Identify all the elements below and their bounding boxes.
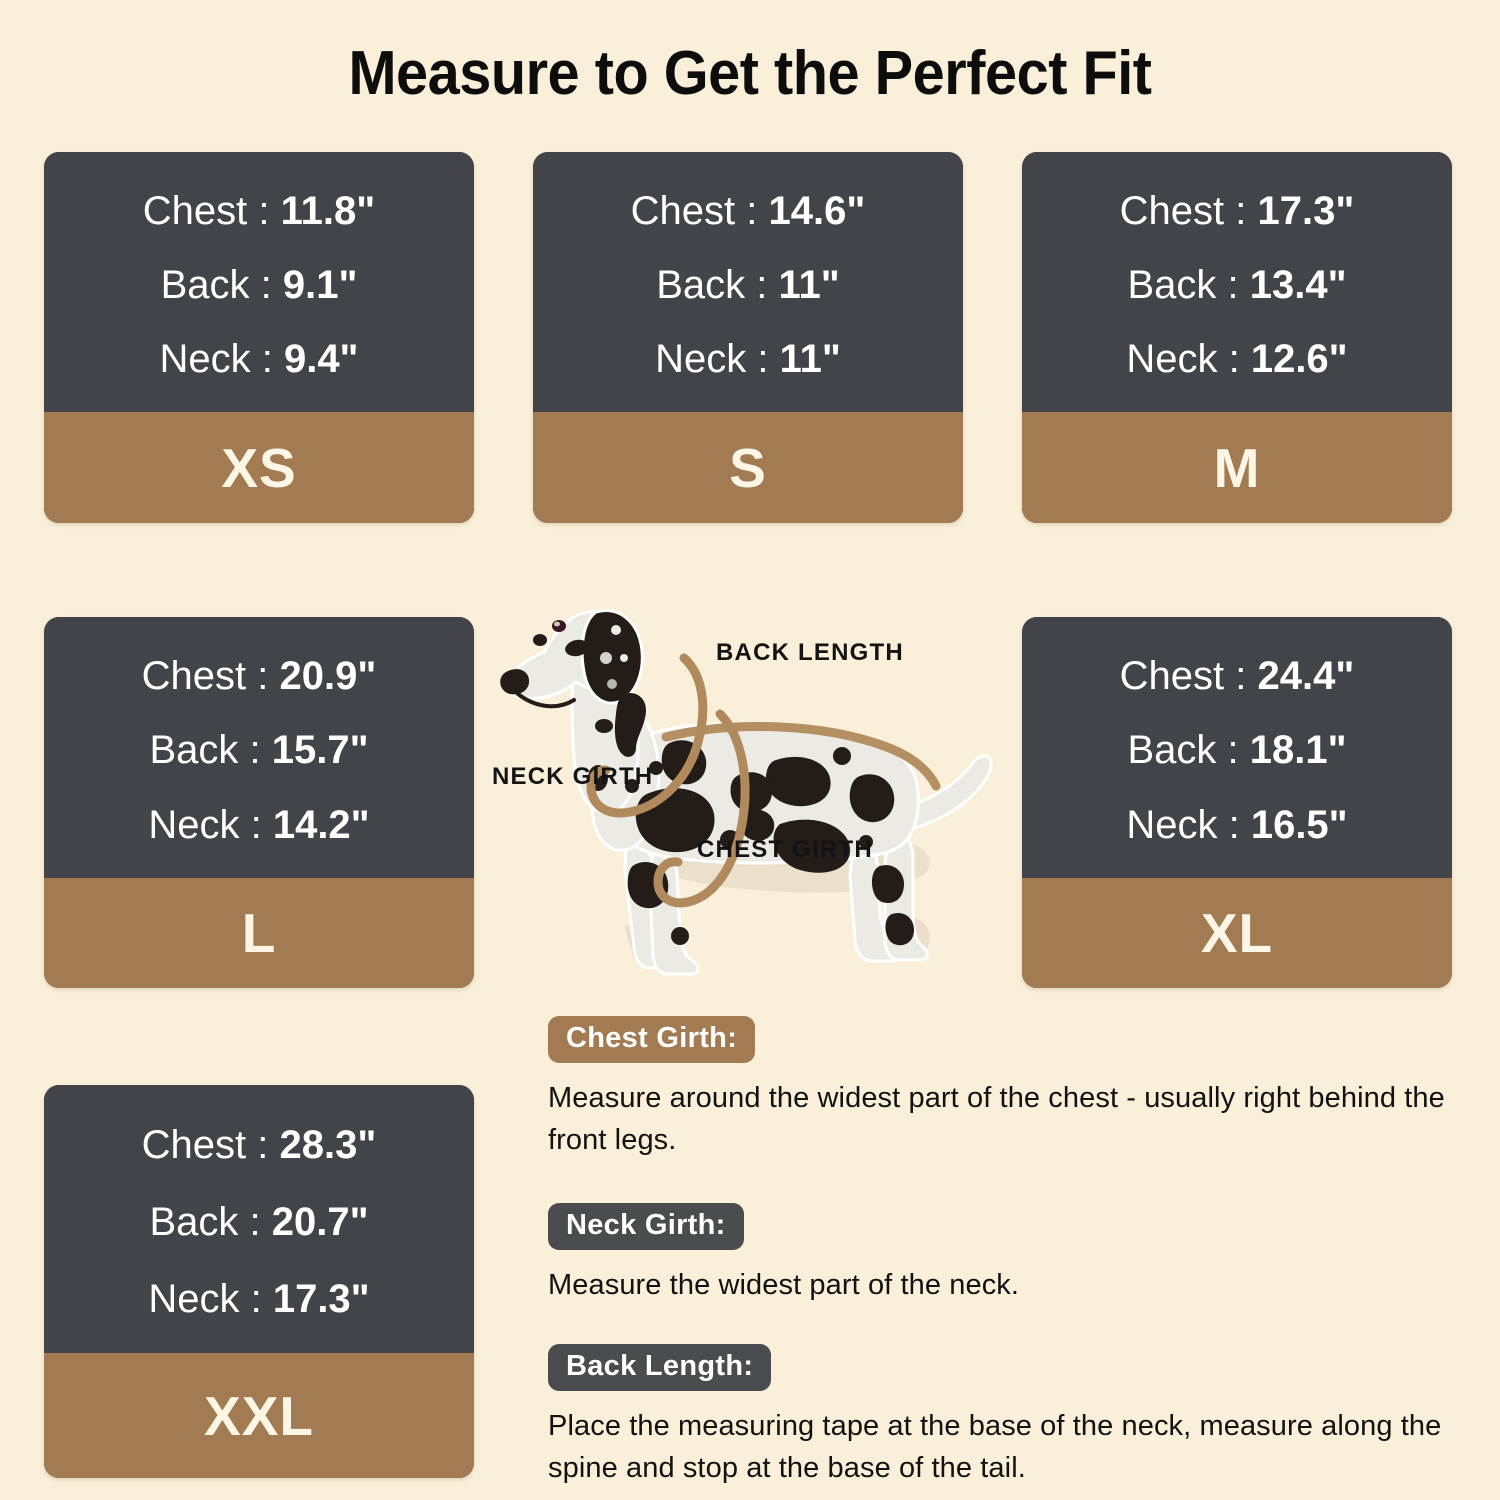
chest-measurement: Chest : 14.6"	[631, 190, 866, 232]
neck-value: 9.4"	[283, 337, 359, 381]
back-length-description: Place the measuring tape at the base of …	[548, 1410, 1442, 1485]
neck-girth-description: Measure the widest part of the neck.	[548, 1269, 1020, 1302]
back-label: Back :	[160, 263, 272, 307]
back-measurement: Back : 18.1"	[1127, 729, 1346, 771]
size-card-xs: Chest : 11.8" Back : 9.1" Neck : 9.4" XS	[44, 152, 474, 523]
neck-measurement: Neck : 11"	[655, 338, 841, 380]
back-value: 18.1"	[1249, 728, 1347, 773]
size-name: XS	[221, 436, 297, 499]
chest-measurement: Chest : 28.3"	[142, 1124, 377, 1166]
neck-value: 14.2"	[272, 802, 370, 847]
chest-value: 24.4"	[1257, 654, 1355, 699]
size-card-measurements: Chest : 11.8" Back : 9.1" Neck : 9.4"	[44, 152, 474, 412]
dog-measurement-diagram: BACK LENGTH NECK GIRTH CHEST GIRTH	[484, 596, 1014, 996]
spacer	[548, 1314, 1458, 1344]
neck-label: Neck :	[148, 1276, 262, 1321]
size-card-measurements: Chest : 17.3" Back : 13.4" Neck : 12.6"	[1022, 152, 1452, 412]
neck-measurement: Neck : 14.2"	[148, 804, 369, 846]
size-card-footer: XL	[1022, 878, 1452, 988]
neck-label: Neck :	[1126, 337, 1240, 381]
chest-value: 14.6"	[768, 189, 866, 233]
size-card-xxl: Chest : 28.3" Back : 20.7" Neck : 17.3" …	[44, 1085, 474, 1478]
size-card-measurements: Chest : 28.3" Back : 20.7" Neck : 17.3"	[44, 1085, 474, 1353]
chest-label: Chest :	[141, 654, 269, 699]
chest-measurement: Chest : 24.4"	[1120, 655, 1355, 697]
neck-measurement: Neck : 17.3"	[148, 1278, 369, 1320]
neck-label: Neck :	[148, 802, 262, 847]
size-card-footer: M	[1022, 412, 1452, 523]
size-card-measurements: Chest : 24.4" Back : 18.1" Neck : 16.5"	[1022, 617, 1452, 878]
size-name: M	[1213, 436, 1261, 499]
instruction-neck-girth: Neck Girth: Measure the widest part of t…	[548, 1203, 1458, 1306]
back-value: 11"	[778, 263, 840, 307]
back-measurement: Back : 13.4"	[1127, 264, 1346, 306]
chest-value: 17.3"	[1257, 189, 1355, 233]
neck-label: Neck :	[655, 337, 769, 381]
size-card-s: Chest : 14.6" Back : 11" Neck : 11" S	[533, 152, 963, 523]
spacer	[548, 1169, 1458, 1203]
size-name: XXL	[204, 1384, 314, 1447]
chest-label: Chest :	[1119, 654, 1247, 699]
instruction-chest-girth: Chest Girth: Measure around the widest p…	[548, 1016, 1458, 1161]
back-length-badge: Back Length:	[548, 1344, 772, 1392]
neck-measurement: Neck : 9.4"	[159, 338, 358, 380]
back-label: Back :	[1127, 263, 1239, 307]
neck-value: 17.3"	[272, 1276, 370, 1321]
neck-measurement: Neck : 12.6"	[1126, 338, 1347, 380]
chest-label: Chest :	[1119, 189, 1247, 233]
size-name: L	[241, 902, 277, 964]
dalmatian-illustration	[500, 609, 993, 976]
back-label: Back :	[656, 263, 768, 307]
size-card-l: Chest : 20.9" Back : 15.7" Neck : 14.2" …	[44, 617, 474, 988]
back-measurement: Back : 9.1"	[161, 264, 358, 306]
instruction-back-length: Back Length: Place the measuring tape at…	[548, 1344, 1458, 1489]
back-measurement: Back : 11"	[656, 264, 840, 306]
size-name: XL	[1200, 902, 1274, 964]
back-value: 15.7"	[271, 728, 369, 773]
neck-value: 16.5"	[1250, 802, 1348, 847]
neck-label: Neck :	[1126, 802, 1240, 847]
chest-label: Chest :	[630, 189, 758, 233]
chest-value: 28.3"	[279, 1123, 377, 1168]
size-card-measurements: Chest : 14.6" Back : 11" Neck : 11"	[533, 152, 963, 412]
back-label: Back :	[149, 1199, 261, 1244]
back-value: 13.4"	[1249, 263, 1347, 307]
size-card-m: Chest : 17.3" Back : 13.4" Neck : 12.6" …	[1022, 152, 1452, 523]
neck-label: Neck :	[159, 337, 273, 381]
back-value: 20.7"	[271, 1199, 369, 1244]
chest-measurement: Chest : 17.3"	[1120, 190, 1355, 232]
back-label: Back :	[1127, 728, 1239, 773]
back-length-label: BACK LENGTH	[716, 639, 904, 666]
chest-label: Chest :	[141, 1123, 269, 1168]
measurement-instructions: Chest Girth: Measure around the widest p…	[548, 1016, 1458, 1497]
size-card-footer: XXL	[44, 1353, 474, 1478]
back-label: Back :	[149, 728, 261, 773]
page-title: Measure to Get the Perfect Fit	[348, 39, 1152, 108]
chest-measurement: Chest : 20.9"	[142, 655, 377, 697]
neck-girth-badge: Neck Girth:	[548, 1203, 744, 1251]
size-card-xl: Chest : 24.4" Back : 18.1" Neck : 16.5" …	[1022, 617, 1452, 988]
size-card-footer: L	[44, 878, 474, 988]
chest-girth-badge: Chest Girth:	[548, 1016, 756, 1063]
neck-value: 11"	[779, 337, 841, 381]
chest-girth-label: CHEST GIRTH	[697, 836, 873, 863]
chest-measurement: Chest : 11.8"	[143, 190, 375, 232]
back-value: 9.1"	[282, 263, 358, 307]
chest-value: 20.9"	[279, 654, 377, 699]
chest-label: Chest :	[142, 189, 270, 233]
neck-girth-label: NECK GIRTH	[492, 763, 654, 790]
size-card-footer: XS	[44, 412, 474, 523]
back-measurement: Back : 20.7"	[149, 1201, 368, 1243]
size-name: S	[729, 436, 767, 499]
chest-value: 11.8"	[280, 189, 376, 233]
back-measurement: Back : 15.7"	[149, 729, 368, 771]
chest-girth-description: Measure around the widest part of the ch…	[548, 1082, 1445, 1157]
size-card-measurements: Chest : 20.9" Back : 15.7" Neck : 14.2"	[44, 617, 474, 878]
neck-value: 12.6"	[1250, 337, 1348, 381]
neck-measurement: Neck : 16.5"	[1126, 804, 1347, 846]
size-card-footer: S	[533, 412, 963, 523]
